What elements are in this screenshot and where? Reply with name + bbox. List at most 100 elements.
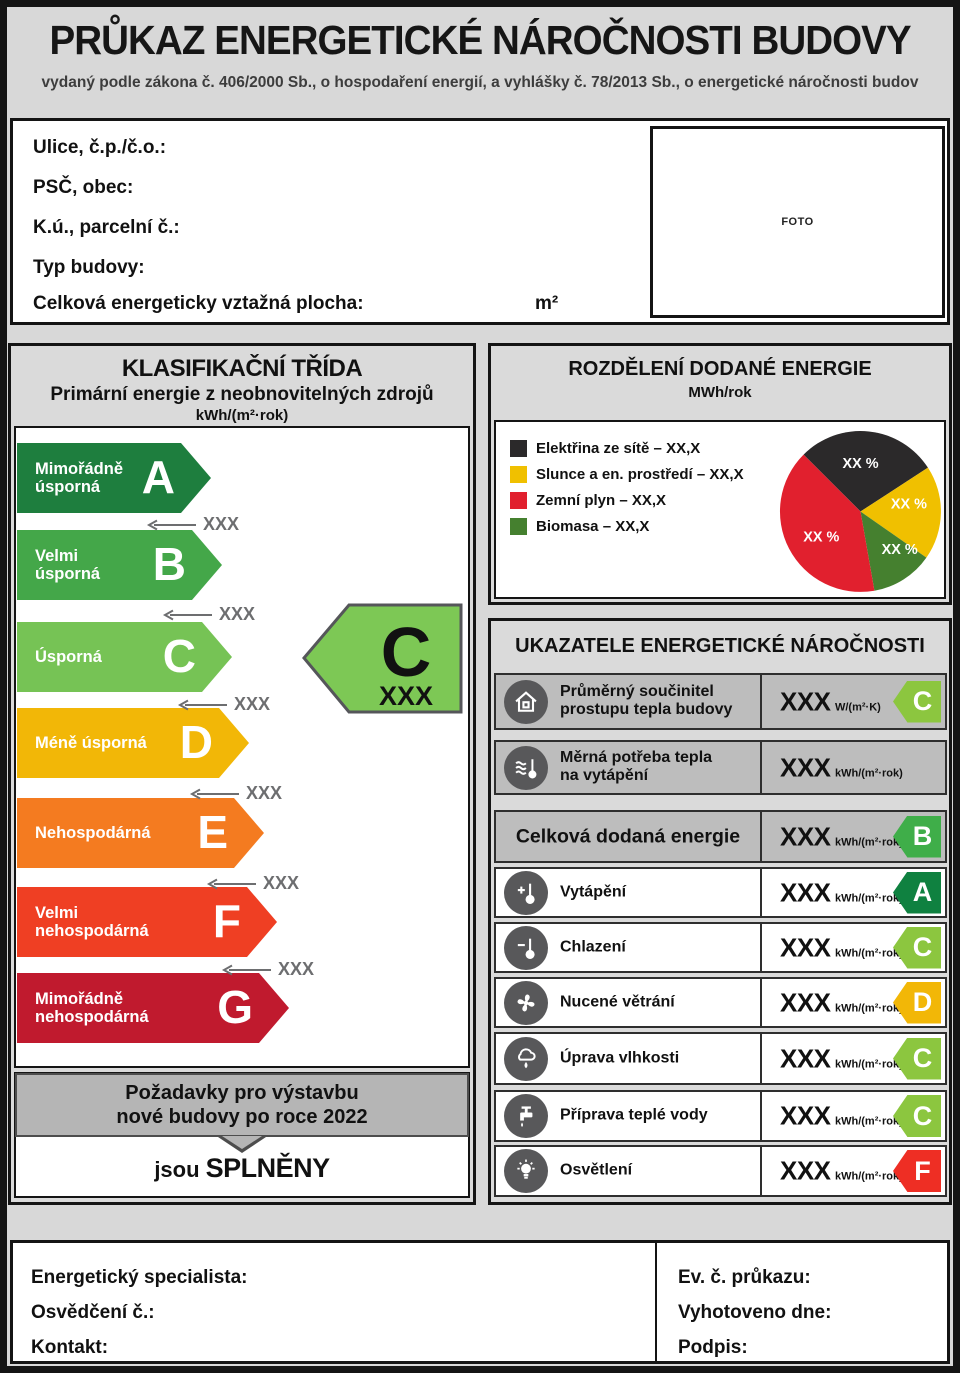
classification-subtitle: Primární energie z neobnovitelných zdroj… [50,384,434,405]
indicator-value: XXX kWh/(m²·rok) [780,877,903,908]
energy-distribution-header: ROZDĚLENÍ DODANÉ ENERGIE MWh/rok [491,346,949,401]
indicator-value-number: XXX [780,752,831,782]
class-a-letter: A [141,451,175,504]
certificate-number-label: Osvědčení č.: [31,1302,155,1323]
indicator-row-ventilation: Nucené větrání XXX kWh/(m²·rok) D [494,977,947,1028]
classification-header: KLASIFIKAČNÍ TŘÍDA Primární energie z ne… [11,346,473,424]
indicator-value-unit: W/(m²·K) [834,701,881,713]
legend-item-electricity: Elektřina ze sítě – XX,X [510,435,744,461]
indicator-row-cooling: Chlazení XXX kWh/(m²·rok) C [494,922,947,973]
legend-label: Slunce a en. prostředí – XX,X [536,465,744,483]
class-c-letter: C [162,630,196,683]
legend-swatch [510,491,527,509]
current-class-letter: C [381,613,432,691]
class-g-letter: G [217,981,253,1034]
requirements-result-prefix: jsou [154,1157,206,1182]
indicator-row-humidity: Úprava vlhkosti XXX kWh/(m²·rok) C [494,1032,947,1085]
classification-unit: kWh/(m²·rok) [195,407,289,424]
indicator-value-number: XXX [780,987,831,1017]
requirements-notch [218,1136,266,1153]
indicator-value-unit: kWh/(m²·rok) [834,1002,903,1014]
class-arrow-b: Velmi úsporná B [17,530,222,600]
left-arrow-icon [189,788,239,799]
energy-distribution-unit: MWh/rok [688,384,752,401]
threshold-value: XXX [246,783,283,803]
left-arrow-icon [221,964,271,975]
threshold-marker-cd: XXX [177,694,270,715]
cloud-drop-icon [504,1036,548,1081]
column-divider [760,923,762,972]
legend-swatch [510,439,527,457]
indicator-value-unit: kWh/(m²·rok) [834,836,903,848]
indicator-label: Příprava teplé vody [560,1106,708,1124]
threshold-marker-ef: XXX [206,873,299,894]
column-divider [760,674,762,729]
threshold-value: XXX [234,694,271,714]
grade-letter: B [912,821,933,851]
class-e-label: Nehospodárná [35,823,151,842]
house-icon [504,679,548,724]
grade-letter: A [912,877,933,907]
indicator-value-number: XXX [780,932,831,962]
issue-date-label: Vyhotoveno dne: [678,1302,832,1323]
threshold-value: XXX [203,514,240,534]
faucet-icon [504,1094,548,1138]
class-arrow-g: Mimořádně nehospodárná G [17,973,289,1043]
indicator-value-unit: kWh/(m²·rok) [834,947,903,959]
requirements-result: jsou SPLNĚNY [16,1153,468,1184]
indicator-label: Měrná potřeba tepla na vytápění [560,748,713,785]
left-arrow-icon [162,609,212,620]
class-d-letter: D [179,716,213,769]
legend-label: Elektřina ze sítě – XX,X [536,439,701,457]
footer-divider [655,1243,657,1361]
column-divider [760,978,762,1027]
indicator-label: Průměrný součinitel prostupu tepla budov… [560,682,733,719]
current-class-arrow-shape: C XXX [302,603,463,714]
light-bulb-icon [504,1149,548,1193]
threshold-marker-ab: XXX [146,514,239,535]
pie-chart-svg: XX % XX % XX % XX % [779,431,941,592]
class-e-letter: E [197,806,228,859]
indicator-label: Chlazení [560,938,626,956]
indicator-value-number: XXX [780,1100,831,1131]
field-street-label: Ulice, č.p./č.o.: [33,137,167,158]
heating-waves-icon [504,745,548,790]
class-arrow-d: Méně úsporná D [17,708,249,778]
thermometer-plus-icon [504,870,548,915]
column-divider [760,868,762,917]
class-arrow-f: Velmi nehospodárná F [17,887,277,957]
threshold-marker-fg: XXX [221,959,314,980]
indicator-value: XXX kWh/(m²·rok) [780,932,903,963]
indicator-value: XXX kWh/(m²·rok) [780,1101,903,1132]
pie-legend: Elektřina ze sítě – XX,X Slunce a en. pr… [510,435,744,539]
grade-letter: C [912,1043,933,1073]
current-class-arrow: C XXX [302,602,464,720]
left-arrow-icon [146,519,196,530]
indicator-row-total-delivered-energy: Celková dodaná energie XXX kWh/(m²·rok) … [494,810,947,863]
indicator-label: Vytápění [560,883,627,901]
class-b-label: Velmi úsporná [35,546,101,583]
indicator-row-lighting: Osvětlení XXX kWh/(m²·rok) F [494,1145,947,1197]
header: PRŮKAZ ENERGETICKÉ NÁROČNOSTI BUDOVY vyd… [7,17,953,92]
area-unit: m² [535,293,559,314]
indicator-value: XXX kWh/(m²·rok) [780,1156,903,1187]
legend-item-biomass: Biomasa – XX,X [510,513,744,539]
class-arrow-a: Mimořádně úsporná A [17,443,211,513]
class-arrow-c: Úsporná C [17,622,232,692]
field-city-label: PSČ, obec: [33,177,134,198]
contact-label: Kontakt: [31,1337,109,1358]
footer: Energetický specialista: Osvědčení č.: K… [10,1240,950,1364]
evidence-number-label: Ev. č. průkazu: [678,1267,811,1288]
indicator-value-unit: kWh/(m²·rok) [834,892,903,904]
indicator-value-number: XXX [780,1043,831,1073]
pie-slice-biomass [860,511,927,591]
grade-letter: D [912,987,933,1017]
requirements-panel: Požadavky pro výstavbu nové budovy po ro… [14,1072,470,1198]
indicator-value-unit: kWh/(m²·rok) [834,1170,903,1183]
specialist-label: Energetický specialista: [31,1267,248,1288]
indicator-value: XXX kWh/(m²·rok) [780,752,903,783]
class-f-letter: F [212,895,241,948]
column-divider [760,1091,762,1141]
indicator-label: Úprava vlhkosti [560,1049,680,1067]
indicator-row-hot-water: Příprava teplé vody XXX kWh/(m²·rok) C [494,1090,947,1142]
